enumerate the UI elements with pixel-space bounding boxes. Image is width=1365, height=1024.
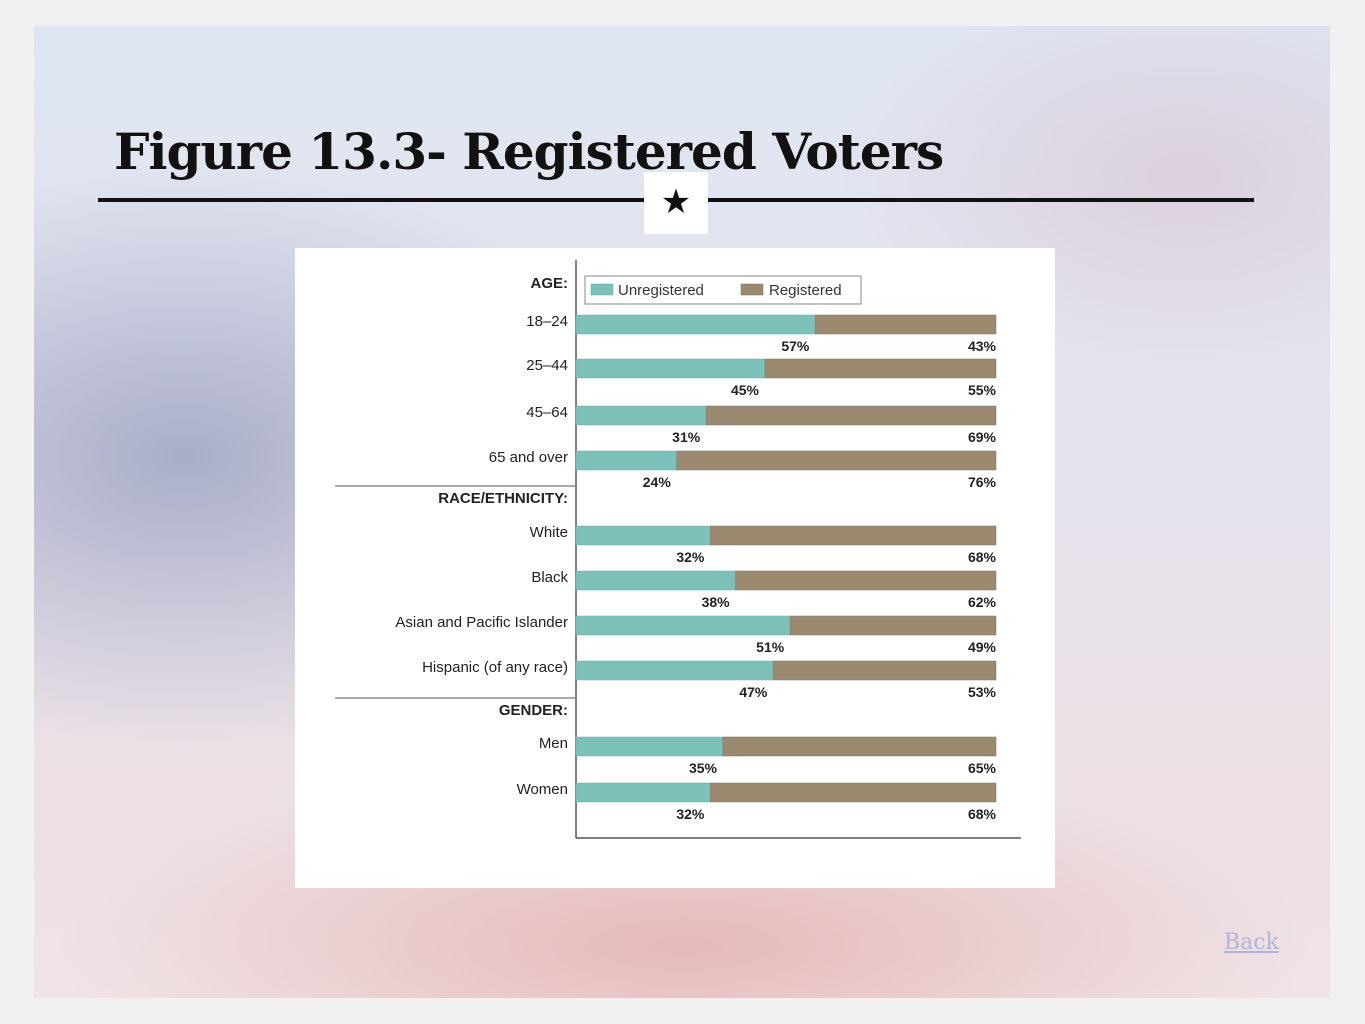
category-label: Black (531, 569, 568, 586)
slide: Figure 13.3- Registered Voters ★ Unregis… (34, 26, 1330, 998)
bar-registered (735, 570, 997, 591)
category-label: Hispanic (of any race) (422, 659, 568, 676)
bar-unregistered (575, 782, 711, 803)
bar-unregistered (575, 358, 766, 379)
data-label-registered: 53% (968, 684, 997, 700)
data-label-unregistered: 32% (676, 806, 705, 822)
bar-unregistered (575, 615, 791, 636)
data-label-unregistered: 38% (702, 594, 731, 610)
bar-registered (722, 736, 997, 757)
slide-title: Figure 13.3- Registered Voters (114, 122, 944, 181)
category-label: White (530, 524, 568, 541)
data-label-unregistered: 51% (756, 639, 785, 655)
group-label: GENDER: (499, 702, 568, 719)
category-label: 25–44 (526, 357, 568, 374)
bar-registered (676, 450, 997, 471)
bar-registered (815, 314, 997, 335)
data-label-registered: 69% (968, 429, 997, 445)
category-label: Women (517, 781, 568, 798)
back-link[interactable]: Back (1224, 930, 1279, 955)
legend-swatch-registered (740, 283, 764, 296)
legend-label-unregistered: Unregistered (618, 282, 704, 299)
category-label: 18–24 (526, 313, 568, 330)
bar-unregistered (575, 736, 724, 757)
bar-unregistered (575, 570, 736, 591)
legend-box (584, 275, 862, 305)
data-label-unregistered: 45% (731, 382, 760, 398)
bar-unregistered (575, 450, 678, 471)
star-icon: ★ (644, 172, 708, 234)
chart-panel: Unregistered Registered AGE: 18–24 57% 43% 25–… (295, 248, 1055, 888)
registered-voters-chart: Unregistered Registered AGE: 18–24 57% 43% 25–… (335, 260, 1021, 839)
data-label-registered: 43% (968, 338, 997, 354)
data-label-registered: 68% (968, 806, 997, 822)
data-label-registered: 49% (968, 639, 997, 655)
data-label-unregistered: 31% (672, 429, 701, 445)
data-label-unregistered: 32% (676, 549, 705, 565)
data-label-registered: 76% (968, 474, 997, 490)
bar-registered (710, 525, 997, 546)
bar-unregistered (575, 314, 816, 335)
legend-label-registered: Registered (769, 282, 842, 299)
bar-registered (764, 358, 997, 379)
category-label: Men (539, 735, 568, 752)
data-label-unregistered: 57% (781, 338, 810, 354)
group-label: AGE: (531, 275, 569, 292)
legend-swatch-unregistered (590, 283, 614, 296)
group-label: RACE/ETHNICITY: (438, 490, 568, 507)
data-label-registered: 65% (968, 760, 997, 776)
data-label-unregistered: 35% (689, 760, 718, 776)
data-label-registered: 55% (968, 382, 997, 398)
bar-unregistered (575, 660, 774, 681)
bar-unregistered (575, 405, 707, 426)
data-label-unregistered: 47% (739, 684, 768, 700)
bar-registered (789, 615, 997, 636)
data-label-registered: 68% (968, 549, 997, 565)
bar-registered (710, 782, 997, 803)
bar-registered (705, 405, 997, 426)
category-label: 45–64 (526, 404, 568, 421)
data-label-unregistered: 24% (643, 474, 672, 490)
bar-unregistered (575, 525, 711, 546)
category-label: Asian and Pacific Islander (395, 614, 568, 631)
data-label-registered: 62% (968, 594, 997, 610)
category-label: 65 and over (489, 449, 568, 466)
bar-registered (773, 660, 997, 681)
